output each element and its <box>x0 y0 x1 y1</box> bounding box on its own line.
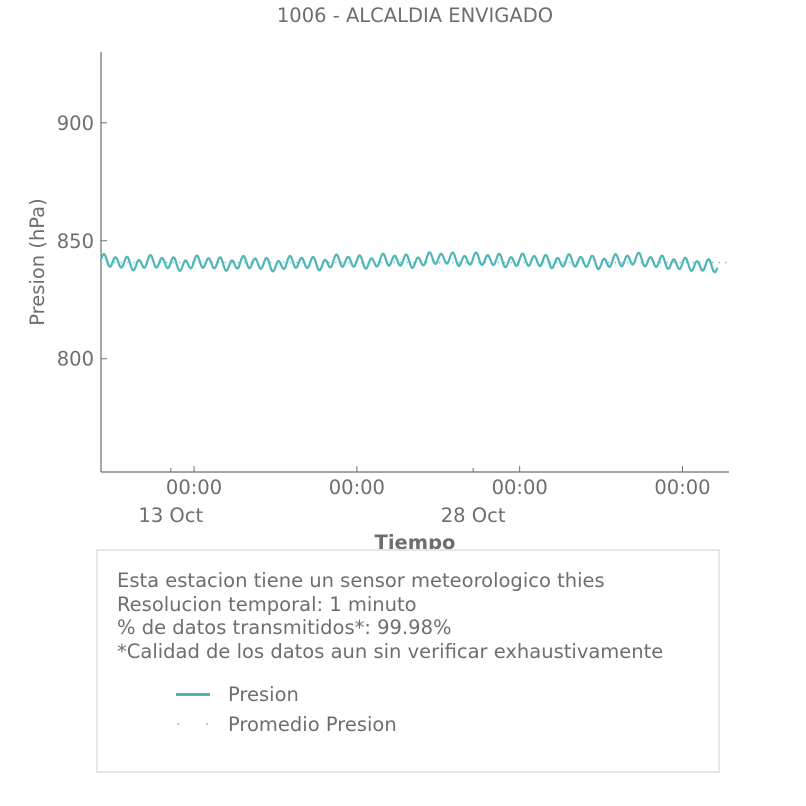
legend-label-promedio: Promedio Presion <box>228 712 397 736</box>
x-date-label: 13 Oct <box>138 504 203 527</box>
x-date-label: 28 Oct <box>441 504 506 527</box>
series-presion-line <box>99 251 719 274</box>
y-tick-label: 900 <box>57 112 94 135</box>
legend-label-presion: Presion <box>228 682 299 706</box>
x-tick-label: 00:00 <box>166 476 222 499</box>
info-box: Esta estacion tiene un sensor meteorolog… <box>96 549 720 773</box>
legend-item-presion: Presion <box>176 679 397 709</box>
legend-swatch-dots <box>176 717 210 731</box>
legend-item-promedio: Promedio Presion <box>176 709 397 739</box>
info-line-transmitted: % de datos transmitidos*: 99.98% <box>117 616 452 639</box>
info-line-resolution: Resolucion temporal: 1 minuto <box>117 592 417 616</box>
pressure-chart: 1006 - ALCALDIA ENVIGADO 800 850 900 00:00… <box>26 4 729 554</box>
chart-title: 1006 - ALCALDIA ENVIGADO <box>277 4 553 27</box>
x-tick-label: 00:00 <box>329 476 385 499</box>
y-tick-label: 800 <box>57 348 94 371</box>
info-line-sensor: Esta estacion tiene un sensor meteorolog… <box>117 569 605 592</box>
y-ticks: 800 850 900 <box>57 112 107 371</box>
y-axis-label: Presion (hPa) <box>26 198 49 325</box>
y-tick-label: 850 <box>57 230 94 253</box>
info-text: Esta estacion tiene un sensor meteorolog… <box>117 569 663 663</box>
x-ticks: 00:00 00:00 00:00 00:00 <box>166 466 711 499</box>
info-line-quality: *Calidad de los datos aun sin verificar … <box>117 639 664 663</box>
x-tick-label: 00:00 <box>654 476 710 499</box>
x-tick-label: 00:00 <box>492 476 548 499</box>
x-minor-ticks: 13 Oct 28 Oct <box>138 468 506 527</box>
legend: Presion Promedio Presion <box>176 679 397 739</box>
x-axis-label: Tiempo <box>375 531 456 554</box>
series-layer <box>99 251 729 274</box>
legend-swatch-line <box>176 687 210 701</box>
